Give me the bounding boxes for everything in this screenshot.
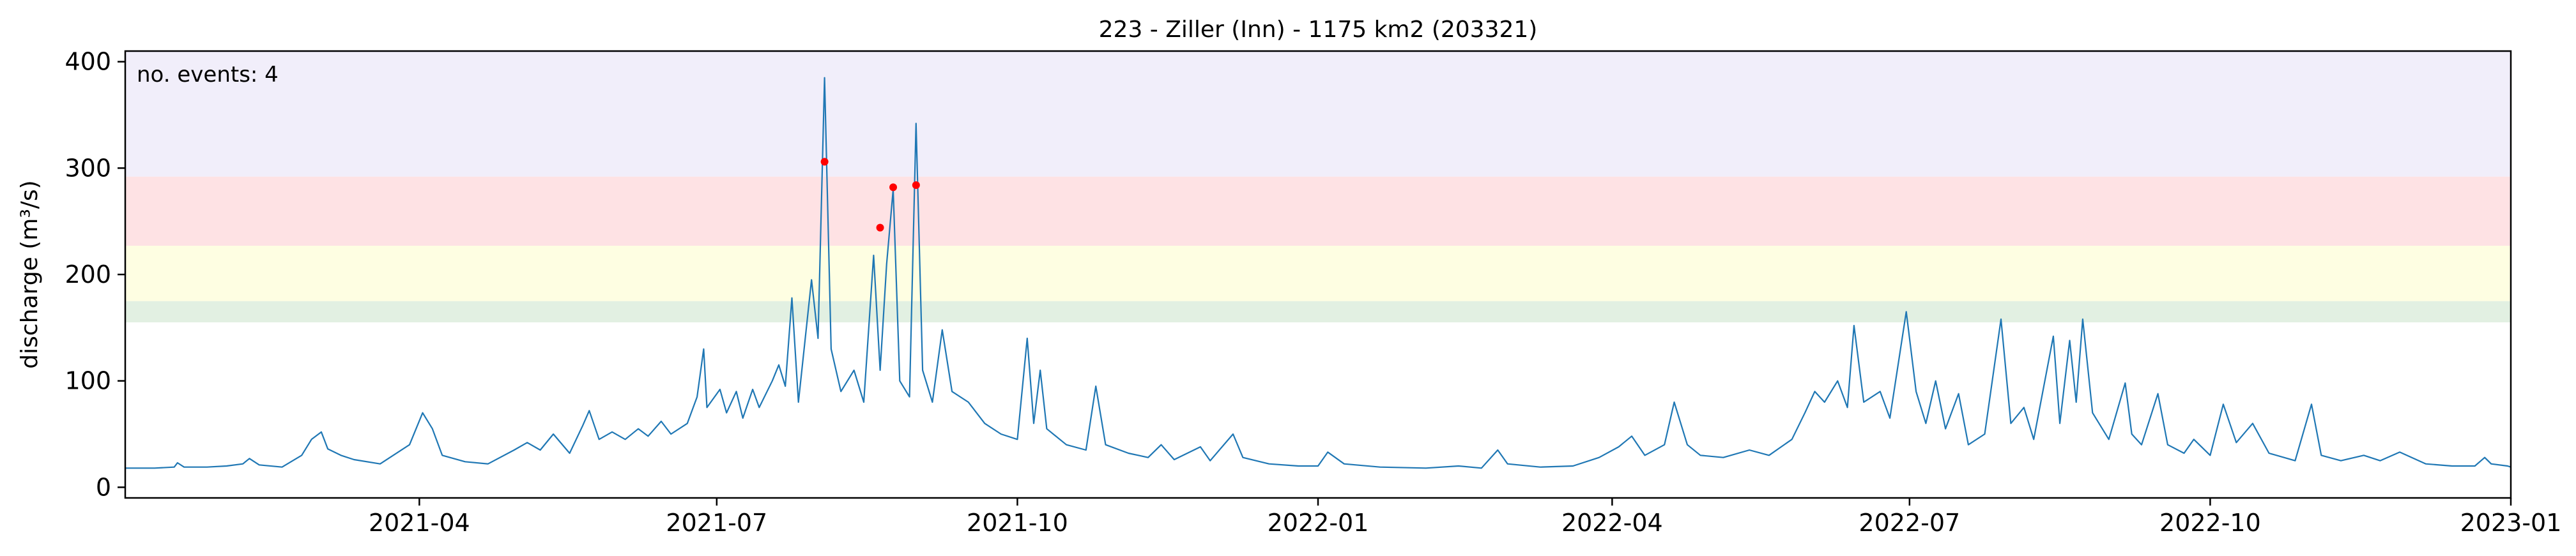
threshold-bands xyxy=(125,51,2511,322)
event-point-0 xyxy=(820,158,829,166)
x-axis-ticks: 2021-04 2021-07 2021-10 2022-01 2022-04 2022-… xyxy=(369,498,2561,537)
y-tick-label-4: 400 xyxy=(65,48,111,76)
y-axis-ticks: 0 100 200 300 400 xyxy=(65,48,125,501)
y-tick-label-1: 100 xyxy=(65,367,111,395)
x-tick-label-3: 2022-01 xyxy=(1268,509,1369,537)
chart-title: 223 - Ziller (Inn) - 1175 km2 (203321) xyxy=(1099,17,1538,43)
event-point-2 xyxy=(889,183,898,192)
threshold-band-3 xyxy=(125,51,2511,177)
y-tick-label-0: 0 xyxy=(96,473,111,501)
threshold-band-0 xyxy=(125,301,2511,322)
event-point-1 xyxy=(876,223,884,232)
discharge-line-0 xyxy=(125,77,2511,469)
discharge-series xyxy=(125,77,2511,469)
event-point-3 xyxy=(912,181,920,189)
threshold-band-1 xyxy=(125,246,2511,301)
x-tick-label-4: 2022-04 xyxy=(1561,509,1663,537)
y-tick-label-2: 200 xyxy=(65,260,111,289)
event-markers xyxy=(820,158,920,232)
y-axis-label: discharge (m³/s) xyxy=(17,180,43,368)
threshold-band-2 xyxy=(125,176,2511,246)
events-count-annotation: no. events: 4 xyxy=(137,62,279,87)
y-tick-label-3: 300 xyxy=(65,154,111,182)
x-tick-label-7: 2023-01 xyxy=(2460,509,2562,537)
x-tick-label-0: 2021-04 xyxy=(369,509,470,537)
x-tick-label-5: 2022-07 xyxy=(1859,509,1960,537)
x-tick-label-1: 2021-07 xyxy=(666,509,767,537)
x-tick-label-2: 2021-10 xyxy=(967,509,1068,537)
x-tick-label-6: 2022-10 xyxy=(2159,509,2261,537)
